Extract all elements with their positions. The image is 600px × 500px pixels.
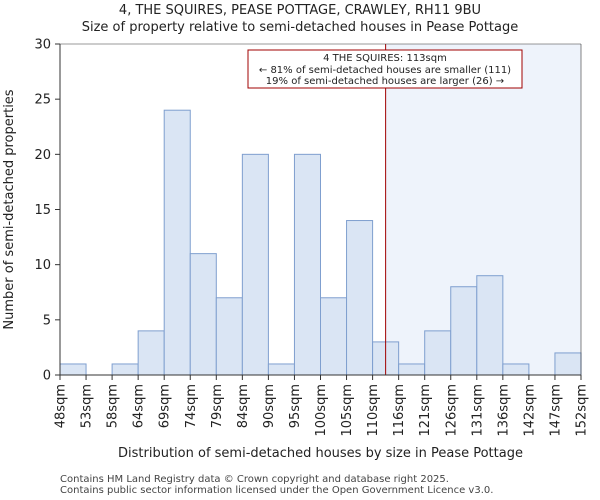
y-tick-label-0: 0 [43,369,51,384]
page-subtitle: Size of property relative to semi-detach… [81,20,519,35]
x-tick-label-126sqm: 126sqm [444,384,459,437]
x-ticks-group: 48sqm 53sqm 58sqm 64sqm 69sqm 74sqm 79sqm 84sqm… [54,375,590,437]
annotation-box: 4 THE SQUIRES: 113sqm ← 81% of semi-deta… [247,49,523,89]
bar-136sqm [502,363,530,376]
footer-line-1: Contains HM Land Registry data © Crown c… [60,474,449,485]
x-tick-label-136sqm: 136sqm [496,384,511,437]
x-tick-label-147sqm: 147sqm [548,384,563,437]
x-tick-label-64sqm: 64sqm [132,384,147,428]
bar-147sqm [554,352,582,376]
y-tick-label-25: 25 [34,93,51,108]
x-tick-label-131sqm: 131sqm [470,384,485,437]
y-ticks-group: 0 5 10 15 20 25 30 [34,38,60,384]
x-tick-label-142sqm: 142sqm [522,384,537,437]
footer-line-2: Contains public sector information licen… [60,485,494,496]
bar-100sqm [320,297,348,376]
x-tick-label-84sqm: 84sqm [236,384,251,428]
annotation-line-1: 4 THE SQUIRES: 113sqm [323,53,447,64]
bar-131sqm [476,275,504,376]
bar-58sqm [111,363,139,376]
footer: Contains HM Land Registry data © Crown c… [60,474,493,496]
y-tick-label-15: 15 [34,203,51,218]
bar-79sqm [215,297,243,376]
x-tick-label-152sqm: 152sqm [575,384,590,437]
x-tick-label-53sqm: 53sqm [80,384,95,428]
x-tick-label-90sqm: 90sqm [262,384,277,428]
bar-95sqm [293,153,322,376]
bar-90sqm [267,363,295,376]
y-tick-label-30: 30 [34,38,51,53]
x-tick-label-74sqm: 74sqm [184,384,199,428]
annotation-frame [247,49,523,89]
x-tick-label-110sqm: 110sqm [366,384,381,437]
y-tick-label-20: 20 [34,148,51,163]
annotation-line-2: ← 81% of semi-detached houses are smalle… [259,65,511,76]
y-tick-label-10: 10 [34,258,51,273]
y-axis-label: Number of semi-detached properties [2,89,17,329]
bar-74sqm [189,253,217,376]
bar-126sqm [450,286,478,376]
y-tick-label-5: 5 [43,313,51,328]
x-tick-label-95sqm: 95sqm [288,384,303,428]
page-title: 4, THE SQUIRES, PEASE POTTAGE, CRAWLEY, … [118,3,482,18]
bar-84sqm [241,153,269,376]
x-tick-label-100sqm: 100sqm [314,384,329,437]
x-tick-label-79sqm: 79sqm [210,384,225,428]
bar-121sqm [424,330,452,376]
bars-group [59,109,582,376]
x-tick-label-121sqm: 121sqm [418,384,433,437]
bar-105sqm [346,220,374,376]
bar-48sqm [59,363,87,376]
bar-69sqm [163,109,191,376]
x-tick-label-69sqm: 69sqm [158,384,173,428]
x-tick-label-58sqm: 58sqm [106,384,121,428]
x-axis-label: Distribution of semi-detached houses by … [118,446,523,461]
bar-116sqm [398,363,426,376]
x-tick-label-116sqm: 116sqm [392,384,407,437]
annotation-line-3: 19% of semi-detached houses are larger (… [266,76,504,87]
x-tick-label-48sqm: 48sqm [54,384,69,428]
x-tick-label-105sqm: 105sqm [340,384,355,437]
bar-64sqm [137,330,165,376]
